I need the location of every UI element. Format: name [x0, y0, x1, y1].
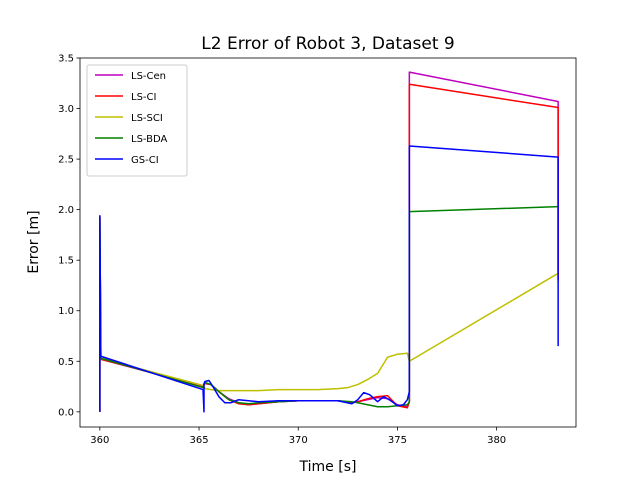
x-tick-label: 370 — [289, 435, 308, 446]
y-tick-label: 3.0 — [58, 104, 74, 115]
plot-lines — [99, 71, 559, 413]
legend: LS-Cen LS-CI LS-SCI LS-BDA GS-CI — [86, 64, 188, 177]
chart-title: L2 Error of Robot 3, Dataset 9 — [201, 34, 454, 54]
y-tick-label: 2.0 — [58, 205, 74, 216]
axes-frame — [79, 57, 577, 428]
x-tick-label: 380 — [487, 435, 506, 446]
x-axis-ticks: 360 365 370 375 380 — [90, 427, 506, 446]
y-axis-ticks: 0.0 0.5 1.0 1.5 2.0 2.5 3.0 3.5 — [58, 54, 80, 418]
x-tick-label: 375 — [388, 435, 407, 446]
y-axis-label: Error [m] — [26, 210, 42, 273]
x-tick-label: 365 — [189, 435, 208, 446]
y-tick-label: 0.5 — [58, 357, 74, 368]
y-tick-label: 1.5 — [58, 256, 74, 267]
y-tick-label: 1.0 — [58, 306, 74, 317]
legend-label-ls-cen: LS-Cen — [131, 71, 166, 82]
legend-label-ls-sci: LS-SCI — [131, 113, 163, 124]
x-axis-label: Time [s] — [299, 459, 357, 475]
legend-label-ls-ci: LS-CI — [131, 92, 156, 103]
legend-box — [86, 64, 188, 177]
legend-label-ls-bda: LS-BDA — [131, 134, 168, 145]
series-line-gs-ci — [99, 145, 559, 413]
y-tick-label: 3.5 — [58, 54, 74, 65]
y-tick-label: 2.5 — [58, 155, 74, 166]
x-tick-label: 360 — [90, 435, 109, 446]
legend-label-gs-ci: GS-CI — [131, 155, 159, 166]
y-tick-label: 0.0 — [58, 407, 74, 418]
